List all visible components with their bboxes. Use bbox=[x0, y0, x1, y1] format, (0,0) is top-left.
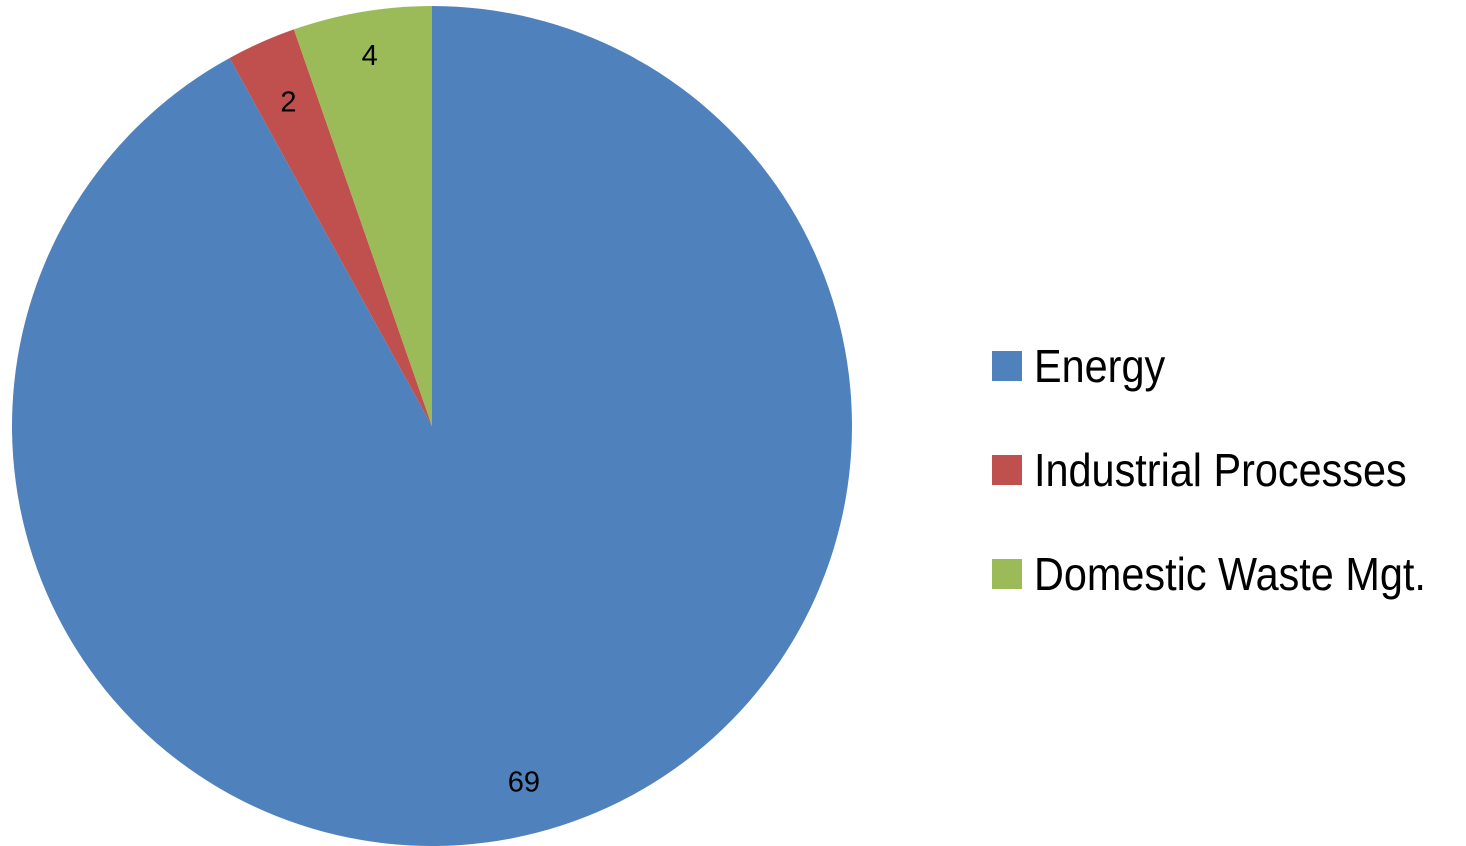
pie-slice-domestic-waste bbox=[293, 6, 432, 426]
pie-data-labels: 69 2 4 bbox=[280, 40, 540, 799]
legend-label-domestic-waste: Domestic Waste Mgt. bbox=[1034, 548, 1426, 600]
legend-item-domestic-waste: Domestic Waste Mgt. bbox=[992, 522, 1462, 626]
legend-label-industrial-processes: Industrial Processes bbox=[1034, 444, 1407, 496]
pie-slice-industrial-processes bbox=[229, 29, 432, 426]
legend-label-energy: Energy bbox=[1034, 340, 1166, 392]
data-label-energy: 69 bbox=[508, 767, 540, 799]
legend-swatch-energy bbox=[992, 351, 1022, 381]
legend-item-industrial-processes: Industrial Processes bbox=[992, 418, 1462, 522]
data-label-domestic-waste: 4 bbox=[362, 40, 378, 72]
data-label-industrial-processes: 2 bbox=[280, 86, 296, 118]
pie-slice-energy bbox=[12, 6, 852, 846]
pie-slices bbox=[12, 6, 852, 846]
legend-swatch-domestic-waste bbox=[992, 559, 1022, 589]
legend: Energy Industrial Processes Domestic Was… bbox=[992, 314, 1462, 626]
legend-swatch-industrial-processes bbox=[992, 455, 1022, 485]
legend-item-energy: Energy bbox=[992, 314, 1462, 418]
